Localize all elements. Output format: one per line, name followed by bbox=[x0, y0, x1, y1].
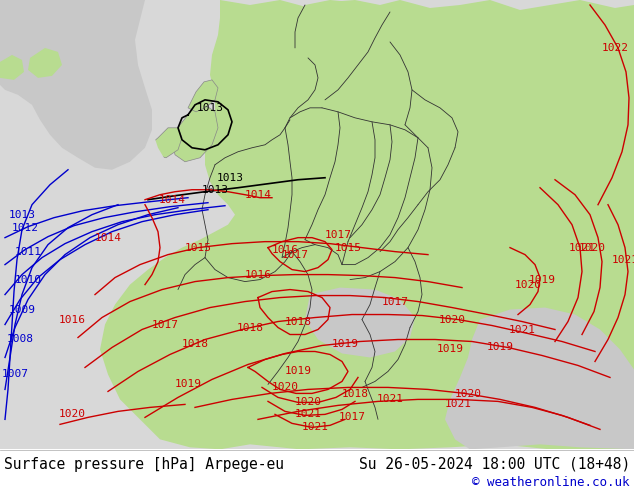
Text: 1017: 1017 bbox=[339, 413, 365, 422]
Polygon shape bbox=[0, 0, 152, 170]
Text: 1022: 1022 bbox=[602, 43, 628, 53]
Text: 1021: 1021 bbox=[508, 324, 536, 335]
Text: 1008: 1008 bbox=[6, 335, 34, 344]
Text: 1020: 1020 bbox=[58, 409, 86, 419]
Polygon shape bbox=[298, 50, 315, 68]
Text: 1017: 1017 bbox=[281, 249, 309, 260]
Text: 1015: 1015 bbox=[335, 243, 361, 253]
Text: 1016: 1016 bbox=[245, 270, 271, 280]
Text: 1021: 1021 bbox=[377, 394, 403, 404]
Text: Su 26-05-2024 18:00 UTC (18+48): Su 26-05-2024 18:00 UTC (18+48) bbox=[359, 457, 630, 472]
Text: 1017: 1017 bbox=[382, 296, 408, 307]
Text: 1013: 1013 bbox=[216, 173, 243, 183]
Text: 1013: 1013 bbox=[197, 103, 224, 113]
Text: 1021: 1021 bbox=[612, 255, 634, 265]
Text: 1014: 1014 bbox=[158, 195, 186, 205]
Text: 1021: 1021 bbox=[444, 399, 472, 410]
Polygon shape bbox=[445, 308, 634, 449]
Text: 1013: 1013 bbox=[8, 210, 36, 220]
Text: 1019: 1019 bbox=[285, 367, 311, 376]
Text: 1020: 1020 bbox=[578, 243, 605, 253]
Text: 1021: 1021 bbox=[295, 409, 321, 419]
Text: 1020: 1020 bbox=[295, 397, 321, 407]
Text: 1020: 1020 bbox=[515, 280, 541, 290]
Text: 1016: 1016 bbox=[271, 245, 299, 255]
Text: 1019: 1019 bbox=[486, 343, 514, 352]
Text: 1019: 1019 bbox=[174, 379, 202, 390]
Text: 1019: 1019 bbox=[529, 274, 555, 285]
Text: 1018: 1018 bbox=[181, 340, 209, 349]
Text: 1020: 1020 bbox=[439, 315, 465, 324]
Polygon shape bbox=[188, 80, 218, 112]
Text: 1014: 1014 bbox=[245, 190, 271, 200]
Text: 1021: 1021 bbox=[302, 422, 328, 432]
Polygon shape bbox=[300, 0, 425, 100]
Polygon shape bbox=[0, 0, 200, 449]
Text: 1013: 1013 bbox=[202, 185, 228, 195]
Text: 1012: 1012 bbox=[11, 222, 39, 233]
Text: 1010: 1010 bbox=[15, 274, 41, 285]
Text: 1009: 1009 bbox=[8, 305, 36, 315]
Polygon shape bbox=[0, 55, 50, 100]
Text: 1018: 1018 bbox=[236, 322, 264, 333]
Text: 1014: 1014 bbox=[94, 233, 122, 243]
Text: 1017: 1017 bbox=[152, 319, 179, 329]
Text: 1017: 1017 bbox=[325, 230, 351, 240]
Polygon shape bbox=[0, 55, 24, 80]
Text: © weatheronline.co.uk: © weatheronline.co.uk bbox=[472, 476, 630, 489]
Text: 1021: 1021 bbox=[569, 243, 595, 253]
Text: 1019: 1019 bbox=[436, 344, 463, 354]
Text: 1018: 1018 bbox=[285, 317, 311, 326]
Polygon shape bbox=[172, 105, 218, 162]
Text: 1015: 1015 bbox=[184, 243, 212, 253]
Polygon shape bbox=[100, 0, 634, 449]
Polygon shape bbox=[305, 288, 415, 358]
Text: 1007: 1007 bbox=[1, 369, 29, 379]
Text: 1020: 1020 bbox=[271, 382, 299, 392]
Polygon shape bbox=[28, 48, 62, 78]
Text: 1016: 1016 bbox=[58, 315, 86, 324]
Text: 1011: 1011 bbox=[15, 246, 41, 257]
Text: Surface pressure [hPa] Arpege-eu: Surface pressure [hPa] Arpege-eu bbox=[4, 457, 284, 472]
Text: 1018: 1018 bbox=[342, 390, 368, 399]
Text: 1019: 1019 bbox=[332, 340, 358, 349]
Polygon shape bbox=[0, 120, 55, 162]
Polygon shape bbox=[150, 128, 182, 158]
Text: 1020: 1020 bbox=[455, 390, 481, 399]
